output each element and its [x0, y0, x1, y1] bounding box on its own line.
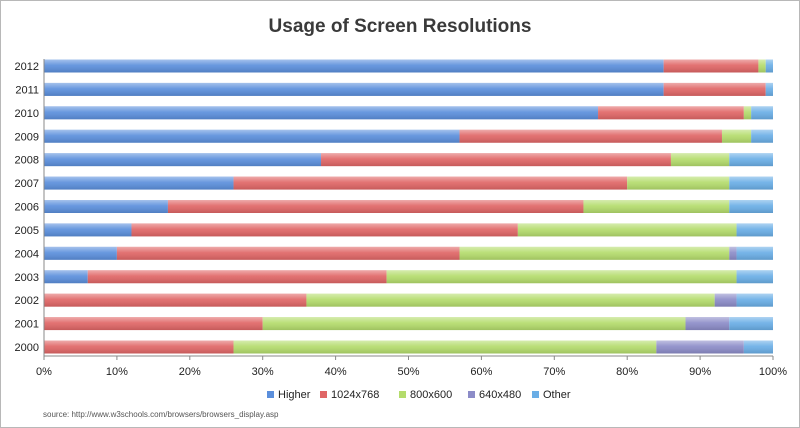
bar-segment-2002-other — [736, 293, 773, 307]
legend-swatch-640x480 — [468, 391, 475, 398]
bar-segment-2004-other — [736, 246, 773, 260]
bar-segment-2001-1024x768 — [44, 317, 263, 331]
bar-segment-2012-800x600 — [758, 59, 766, 73]
bar-segment-2005-800x600 — [517, 223, 737, 237]
legend: Higher 1024x768 800x600 640x480 Other — [267, 389, 571, 401]
chart-title: Usage of Screen Resolutions — [269, 16, 532, 37]
bar-segment-2000-1024x768 — [44, 340, 234, 354]
legend-swatch-800x600 — [399, 391, 406, 398]
bar-segment-2006-800x600 — [583, 200, 730, 213]
x-tick-label: 100% — [759, 366, 787, 378]
bar-segment-2012-other — [765, 59, 773, 73]
y-tick-label: 2006 — [15, 202, 39, 214]
y-tick-label: 2003 — [15, 272, 39, 284]
bar-segment-2009-other — [751, 129, 773, 143]
bar-segment-2004-640x480 — [729, 246, 737, 260]
legend-label: Other — [543, 389, 571, 401]
bar-segment-2004-1024x768 — [116, 246, 460, 260]
bar-segment-2008-other — [729, 153, 773, 167]
x-tick-label: 0% — [36, 366, 52, 378]
x-axis: 0% 10% 20% 30% 40% 50% 60% 70% 80% 90% 100% — [36, 59, 787, 378]
legend-label: 640x480 — [479, 389, 521, 401]
y-tick-label: 2009 — [15, 131, 39, 143]
bar-segment-2004-higher — [44, 246, 117, 260]
legend-label: 800x600 — [410, 389, 452, 401]
bar-segment-2011-1024x768 — [663, 82, 766, 96]
x-tick-label: 50% — [397, 366, 419, 378]
x-tick-label: 20% — [179, 366, 201, 378]
bar-segment-2004-800x600 — [459, 246, 730, 260]
bar-segment-2010-1024x768 — [598, 106, 744, 120]
bar-segment-2003-800x600 — [386, 270, 737, 284]
bar-segment-2003-other — [736, 270, 773, 284]
bar-segment-2002-1024x768 — [44, 293, 307, 307]
bar-segment-2006-1024x768 — [167, 200, 584, 213]
legend-label: Higher — [278, 389, 311, 401]
bar-segment-2007-1024x768 — [233, 176, 628, 190]
bar-segment-2005-1024x768 — [131, 223, 518, 237]
y-tick-label: 2000 — [15, 342, 39, 354]
bar-segment-2002-640x480 — [714, 293, 737, 307]
y-tick-label: 2007 — [15, 178, 39, 190]
bar-segment-2000-800x600 — [233, 340, 657, 354]
bar-segment-2011-higher — [44, 82, 664, 96]
x-tick-label: 30% — [252, 366, 274, 378]
bar-segment-2009-1024x768 — [459, 129, 722, 143]
bar-segment-2000-other — [743, 340, 773, 354]
bars-group — [44, 59, 773, 354]
bar-segment-2008-higher — [44, 153, 322, 167]
bar-segment-2003-higher — [44, 270, 88, 284]
x-tick-label: 80% — [616, 366, 638, 378]
x-tick-label: 90% — [689, 366, 711, 378]
bar-segment-2010-higher — [44, 106, 599, 120]
bar-segment-2005-higher — [44, 223, 132, 237]
bar-segment-2003-1024x768 — [87, 270, 387, 284]
y-tick-label: 2002 — [15, 295, 39, 307]
y-tick-label: 2008 — [15, 155, 39, 167]
bar-segment-2001-640x480 — [685, 317, 730, 331]
legend-swatch-1024x768 — [320, 391, 327, 398]
y-tick-label: 2001 — [15, 319, 39, 331]
bar-segment-2002-800x600 — [306, 293, 715, 307]
x-tick-label: 60% — [470, 366, 492, 378]
bar-segment-2012-1024x768 — [663, 59, 759, 73]
x-tick-label: 40% — [325, 366, 347, 378]
y-tick-label: 2011 — [15, 84, 39, 96]
legend-swatch-higher — [267, 391, 274, 398]
bar-segment-2010-other — [751, 106, 773, 120]
bar-segment-2009-higher — [44, 129, 460, 143]
x-tick-label: 10% — [106, 366, 128, 378]
y-tick-label: 2010 — [15, 108, 39, 120]
source-note: source: http://www.w3schools.com/browser… — [43, 410, 279, 419]
bar-segment-2010-800x600 — [743, 106, 752, 120]
bar-segment-2008-1024x768 — [321, 153, 671, 167]
bar-segment-2006-other — [729, 200, 773, 213]
bar-segment-2008-800x600 — [670, 153, 730, 167]
y-tick-label: 2004 — [15, 248, 39, 260]
y-tick-label: 2012 — [15, 61, 39, 73]
bar-segment-2001-800x600 — [262, 317, 686, 331]
bar-segment-2012-higher — [44, 59, 664, 73]
bar-segment-2007-other — [729, 176, 773, 190]
bar-segment-2009-800x600 — [721, 129, 752, 143]
bar-segment-2005-other — [736, 223, 773, 237]
bar-segment-2001-other — [729, 317, 773, 331]
y-tick-label: 2005 — [15, 225, 39, 237]
bar-segment-2007-higher — [44, 176, 234, 190]
x-tick-label: 70% — [543, 366, 565, 378]
bar-segment-2000-640x480 — [656, 340, 744, 354]
y-axis-labels: 2000 2001 2002 2003 2004 2005 2006 2007 2008 2009… — [15, 61, 39, 354]
bar-segment-2006-higher — [44, 200, 168, 213]
bar-segment-2007-800x600 — [627, 176, 730, 190]
bar-segment-2011-other — [765, 82, 773, 96]
legend-label: 1024x768 — [331, 389, 379, 401]
legend-swatch-other — [532, 391, 539, 398]
